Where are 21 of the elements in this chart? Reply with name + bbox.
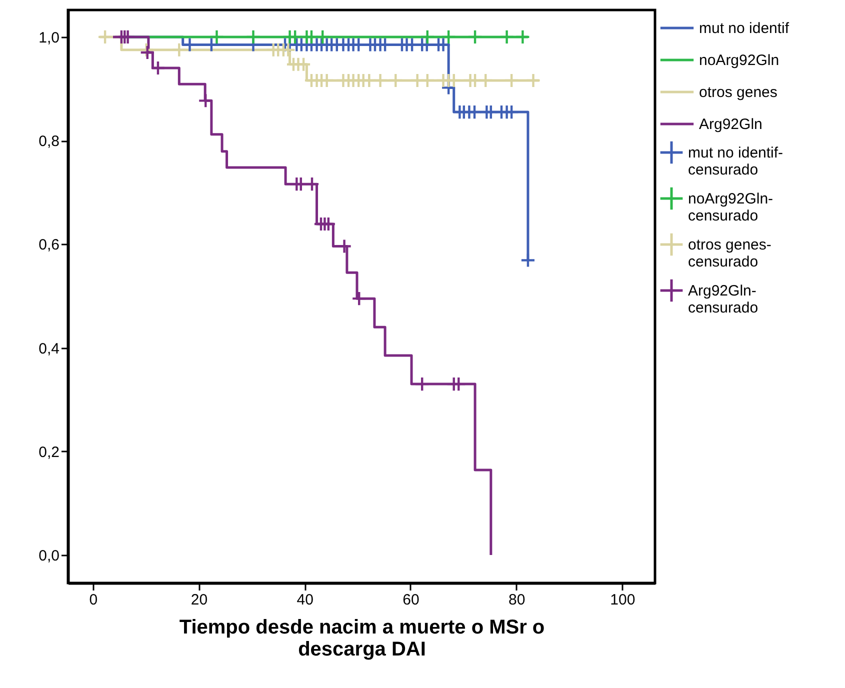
- legend-label: otros genes: [699, 84, 778, 101]
- y-tick-label: 0,4: [38, 340, 60, 358]
- legend-label: mut no identif-censurado: [688, 144, 784, 178]
- y-tick-label: 0,2: [38, 444, 60, 461]
- legend-label: Arg92Gln: [699, 116, 762, 133]
- legend-label: otros genes-censurado: [688, 236, 772, 270]
- legend-label: noArg92Gln: [699, 52, 780, 69]
- x-tick-label: 40: [296, 592, 314, 608]
- legend-label: noArg92Gln-censurado: [688, 190, 774, 224]
- x-axis-title: Tiempo desde nacim a muerte o MSr o descarga DAI: [179, 616, 545, 660]
- y-tick-label: 0,8: [38, 133, 60, 150]
- x-tick-label: 80: [508, 592, 526, 608]
- x-tick-label: 0: [89, 592, 98, 608]
- y-tick-label: 0,6: [38, 236, 60, 254]
- x-tick-label: 60: [402, 592, 420, 608]
- y-tick-label: 0,0: [38, 548, 60, 565]
- legend-label: mut no identif: [699, 20, 790, 37]
- x-tick-label: 100: [610, 592, 636, 608]
- y-tick-label: 1,0: [38, 29, 60, 46]
- x-tick-label: 20: [190, 592, 208, 608]
- legend-label: Arg92Gln-censurado: [688, 282, 758, 316]
